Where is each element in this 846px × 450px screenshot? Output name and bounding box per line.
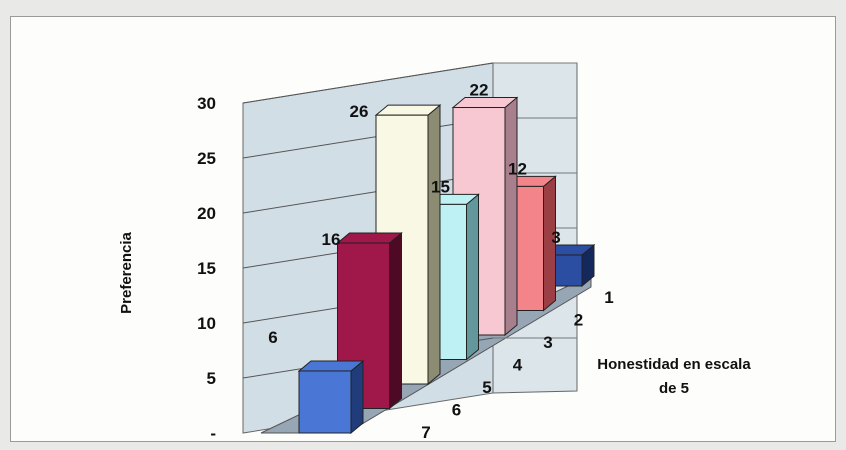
x-tick-label: 1 bbox=[604, 288, 613, 307]
gridline bbox=[242, 62, 494, 104]
data-label: 22 bbox=[470, 81, 489, 100]
y-tick-label: 15 bbox=[197, 259, 216, 278]
data-label: 15 bbox=[431, 177, 450, 196]
y-tick-label: - bbox=[210, 424, 216, 443]
data-labels: 3 12 22 15 26 16 6 bbox=[268, 81, 560, 347]
x-tick-label: 5 bbox=[482, 378, 491, 397]
x-tick-label: 2 bbox=[574, 311, 583, 330]
data-label: 26 bbox=[350, 102, 369, 121]
data-label: 12 bbox=[508, 159, 527, 178]
y-tick-label: 30 bbox=[197, 94, 216, 113]
data-label: 3 bbox=[551, 228, 560, 247]
x-axis-label-line1: Honestidad en escala bbox=[597, 356, 751, 373]
y-tick-label: 5 bbox=[207, 369, 216, 388]
x-tick-label: 4 bbox=[513, 356, 523, 375]
bar-side-5 bbox=[427, 104, 441, 386]
gridline bbox=[242, 172, 494, 214]
y-axis-ticks: - 5 10 15 20 25 30 bbox=[197, 94, 216, 443]
bar-side-4 bbox=[466, 193, 479, 361]
y-tick-label: 20 bbox=[197, 204, 216, 223]
bar-side-7 bbox=[350, 359, 364, 435]
bar-top-5 bbox=[374, 104, 442, 116]
bars bbox=[297, 96, 596, 435]
data-label: 6 bbox=[268, 328, 277, 347]
bar-7 bbox=[298, 370, 352, 434]
x-axis-ticks: 1 2 3 4 5 6 7 bbox=[421, 288, 613, 442]
y-axis-label: Preferencia bbox=[118, 231, 135, 313]
bar-top-6 bbox=[336, 232, 403, 244]
x-tick-label: 3 bbox=[543, 333, 552, 352]
data-label: 16 bbox=[322, 230, 341, 249]
y-tick-label: 10 bbox=[197, 314, 216, 333]
bar-side-3 bbox=[504, 96, 518, 337]
x-axis-label-line2: de 5 bbox=[659, 380, 689, 397]
bar-top-7 bbox=[297, 360, 365, 372]
bar-side-6 bbox=[389, 231, 402, 410]
x-tick-label: 7 bbox=[421, 423, 430, 442]
x-tick-label: 6 bbox=[452, 401, 461, 420]
gridline bbox=[242, 117, 494, 159]
y-tick-label: 25 bbox=[197, 149, 216, 168]
